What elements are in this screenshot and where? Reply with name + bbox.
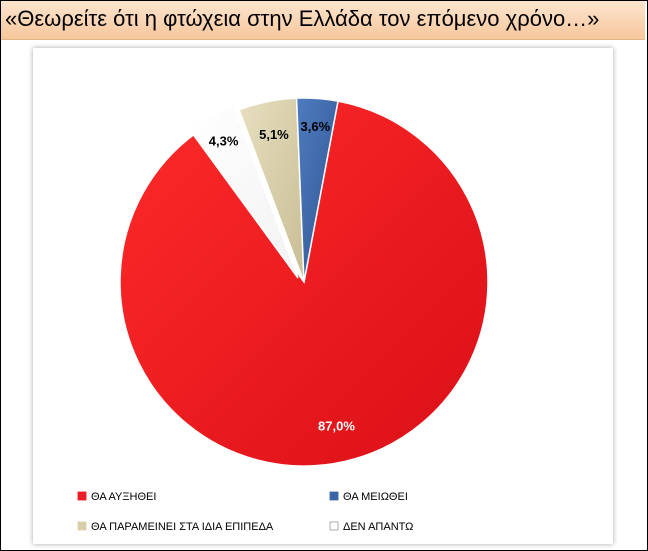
label-tha-afxithei: 87,0% [318,419,355,434]
label-tha-meiothei: 3,6% [301,119,331,134]
legend-tha-afxithei: ΘΑ ΑΥΞΗΘΕΙ [91,491,156,503]
label-tha-paramenei: 5,1% [259,127,289,142]
legend-den-apanto: ΔΕΝ ΑΠΑΝΤΩ [343,521,413,533]
title-bar: «Θεωρείτε ότι η φτώχεια στην Ελλάδα τον … [1,1,645,40]
slice-den-apanto [188,104,299,279]
legend-den-apanto-swatch [329,521,339,531]
legend-tha-paramenei-swatch [77,521,87,531]
page-title: «Θεωρείτε ότι η φτώχεια στην Ελλάδα τον … [5,6,600,31]
slice-tha-meiothei [295,97,339,283]
legend-tha-meiothei-swatch [329,491,339,501]
legend-tha-paramenei: ΘΑ ΠΑΡΑΜΕΙΝΕΙ ΣΤΑ ΙΔΙΑ ΕΠΙΠΕΔΑ [91,521,274,533]
label-den-apanto: 4,3% [209,133,239,148]
legend-tha-meiothei: ΘΑ ΜΕΙΩΘΕΙ [343,491,408,503]
legend-tha-afxithei-swatch [77,491,87,501]
slice-tha-afxithei [119,100,489,467]
